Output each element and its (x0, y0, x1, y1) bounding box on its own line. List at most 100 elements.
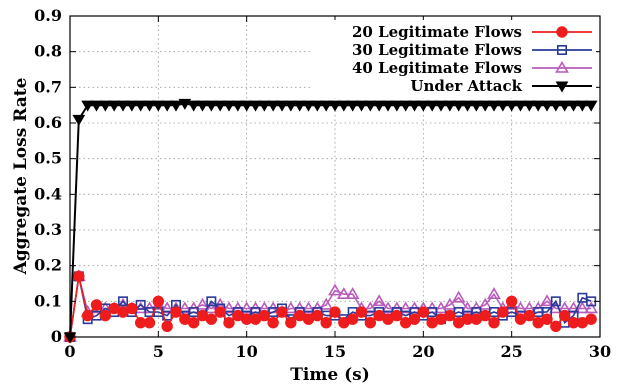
data-point-40-legitimate-flows (345, 287, 360, 300)
data-point-under-attack (505, 100, 519, 112)
data-point-20-legitimate-flows (444, 309, 456, 322)
data-point-20-legitimate-flows (285, 317, 297, 329)
data-point-under-attack (213, 100, 227, 112)
data-point-under-attack (522, 100, 536, 112)
x-tick-label: 25 (501, 342, 523, 361)
data-point-20-legitimate-flows (170, 306, 182, 318)
data-point-under-attack (514, 100, 527, 112)
data-point-20-legitimate-flows (276, 306, 288, 318)
data-point-20-legitimate-flows (90, 299, 103, 311)
data-point-20-legitimate-flows (73, 270, 85, 283)
data-point-under-attack (266, 100, 280, 112)
data-point-20-legitimate-flows (523, 309, 536, 322)
data-point-under-attack (107, 100, 121, 112)
data-point-20-legitimate-flows (99, 309, 112, 322)
legend-marker-under-attack (555, 81, 569, 93)
data-point-20-legitimate-flows (488, 317, 500, 329)
data-point-20-legitimate-flows (214, 306, 226, 318)
data-point-under-attack (416, 100, 430, 112)
legend-label-30-legitimate-flows: 30 Legitimate Flows (352, 41, 522, 59)
data-point-under-attack (134, 100, 148, 112)
data-point-20-legitimate-flows (205, 313, 218, 325)
y-tick-label: 0.3 (34, 220, 62, 239)
data-point-40-legitimate-flows (336, 287, 351, 300)
data-point-20-legitimate-flows (267, 317, 279, 329)
y-tick-label: 0.2 (34, 256, 62, 275)
data-point-20-legitimate-flows (550, 320, 562, 332)
data-point-40-legitimate-flows (540, 294, 554, 307)
y-tick-label: 0.7 (34, 77, 62, 96)
data-point-20-legitimate-flows (258, 309, 271, 322)
data-point-40-legitimate-flows (195, 297, 210, 310)
data-point-20-legitimate-flows (541, 313, 553, 325)
series-under-attack (63, 98, 598, 344)
data-point-under-attack (558, 100, 572, 112)
data-point-20-legitimate-flows (320, 317, 332, 329)
data-point-40-legitimate-flows (442, 297, 457, 310)
data-point-under-attack (204, 100, 218, 112)
x-tick-label: 5 (153, 342, 164, 361)
data-point-under-attack (399, 100, 413, 112)
data-point-under-attack (434, 100, 448, 112)
data-point-under-attack (125, 100, 139, 112)
legend-marker-30-legitimate-flows (556, 44, 567, 55)
data-point-20-legitimate-flows (558, 309, 571, 322)
data-point-20-legitimate-flows (408, 313, 421, 325)
legend-marker-20-legitimate-flows (556, 26, 568, 38)
data-point-40-legitimate-flows (301, 301, 316, 314)
data-point-30-legitimate-flows (206, 296, 217, 307)
y-tick-label: 0.9 (34, 6, 62, 25)
data-point-under-attack (487, 100, 501, 112)
data-point-20-legitimate-flows (346, 313, 359, 325)
data-point-under-attack (584, 100, 598, 112)
data-point-40-legitimate-flows (328, 283, 342, 296)
y-tick-label: 0.4 (34, 184, 62, 203)
data-point-under-attack (240, 100, 254, 112)
data-point-under-attack (328, 100, 342, 112)
data-point-20-legitimate-flows (223, 317, 235, 329)
data-point-30-legitimate-flows (135, 299, 146, 310)
data-point-40-legitimate-flows (584, 301, 599, 314)
data-point-40-legitimate-flows (478, 297, 493, 310)
data-point-under-attack (116, 100, 130, 112)
data-point-20-legitimate-flows (152, 295, 165, 308)
y-tick-label: 0.8 (34, 42, 62, 61)
data-point-under-attack (549, 100, 563, 112)
data-point-20-legitimate-flows (497, 306, 509, 318)
legend-label-40-legitimate-flows: 40 Legitimate Flows (352, 59, 522, 77)
data-point-under-attack (143, 100, 156, 112)
data-point-40-legitimate-flows (160, 301, 175, 314)
data-point-20-legitimate-flows (417, 306, 430, 318)
data-point-under-attack (151, 100, 165, 112)
data-point-20-legitimate-flows (161, 320, 173, 332)
data-point-under-attack (346, 100, 360, 112)
x-tick-label: 0 (64, 342, 75, 361)
data-point-40-legitimate-flows (566, 301, 581, 314)
data-point-40-legitimate-flows (204, 301, 219, 314)
data-point-under-attack (196, 100, 209, 112)
data-point-under-attack (337, 100, 351, 112)
data-point-40-legitimate-flows (372, 294, 387, 307)
data-point-40-legitimate-flows (398, 301, 413, 314)
data-point-20-legitimate-flows (329, 306, 341, 318)
data-point-20-legitimate-flows (505, 295, 518, 308)
data-point-40-legitimate-flows (487, 287, 501, 300)
data-point-20-legitimate-flows (187, 317, 200, 329)
y-tick-label: 0.6 (34, 113, 62, 132)
data-point-30-legitimate-flows (550, 296, 561, 307)
data-point-under-attack (355, 100, 368, 112)
data-point-under-attack (452, 100, 466, 112)
data-point-40-legitimate-flows (319, 297, 334, 310)
x-tick-label: 30 (589, 342, 611, 361)
legend-marker-40-legitimate-flows (555, 60, 569, 73)
data-point-under-attack (72, 114, 86, 126)
legend-label-20-legitimate-flows: 20 Legitimate Flows (352, 23, 522, 41)
data-point-under-attack (257, 100, 271, 112)
data-point-20-legitimate-flows (585, 313, 597, 325)
data-point-40-legitimate-flows (363, 301, 378, 314)
data-point-under-attack (575, 100, 589, 112)
data-point-under-attack (310, 100, 324, 112)
data-point-under-attack (249, 100, 262, 112)
